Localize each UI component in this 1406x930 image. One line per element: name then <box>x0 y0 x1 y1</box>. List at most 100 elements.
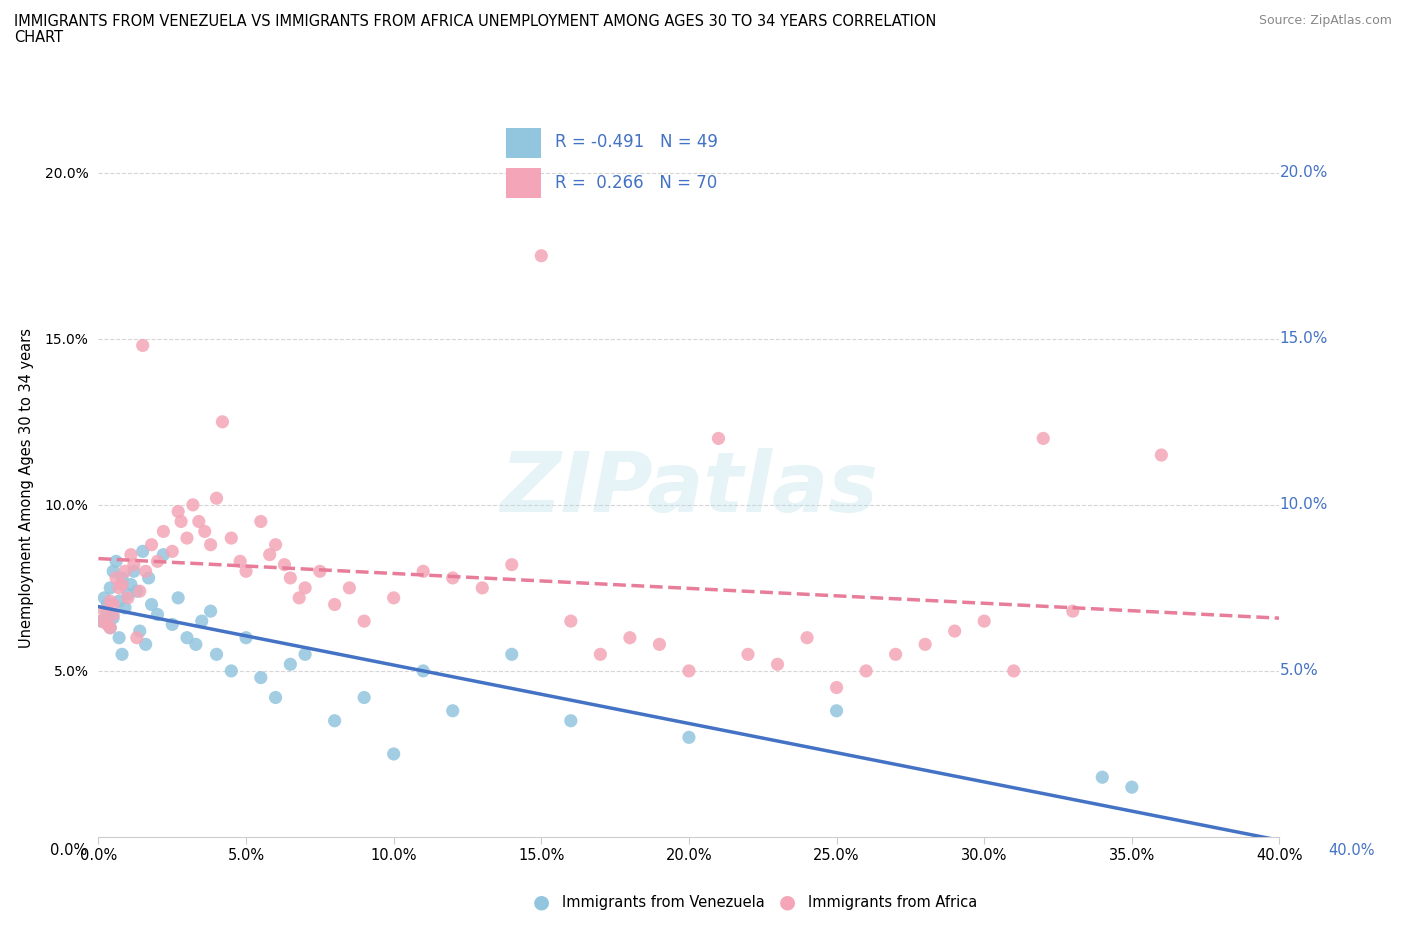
Point <box>114 564 136 578</box>
Point <box>93 591 115 605</box>
Point <box>259 547 281 562</box>
Point <box>619 631 641 645</box>
Point <box>122 564 145 578</box>
Text: 15.0%: 15.0% <box>1279 331 1327 346</box>
Point <box>884 647 907 662</box>
Point <box>96 617 118 631</box>
Text: 25.0%: 25.0% <box>813 848 860 863</box>
Point <box>141 538 163 552</box>
Point <box>111 647 134 662</box>
Point <box>412 564 434 578</box>
Y-axis label: Unemployment Among Ages 30 to 34 years: Unemployment Among Ages 30 to 34 years <box>18 328 34 648</box>
Point <box>132 338 155 352</box>
Point <box>825 703 848 718</box>
Point <box>337 580 360 595</box>
Point <box>323 597 346 612</box>
Text: 5.0%: 5.0% <box>1279 663 1319 678</box>
Point <box>273 557 295 572</box>
Point <box>181 498 204 512</box>
Point <box>162 544 183 559</box>
Point <box>108 631 131 645</box>
Point <box>103 610 125 625</box>
Point <box>441 570 464 585</box>
Text: 15.0%: 15.0% <box>519 848 564 863</box>
Point <box>707 431 730 445</box>
Point <box>309 564 332 578</box>
Point <box>382 591 405 605</box>
Text: Immigrants from Venezuela: Immigrants from Venezuela <box>562 895 765 910</box>
Text: ●: ● <box>533 893 550 911</box>
Point <box>294 580 316 595</box>
Point <box>135 637 157 652</box>
Text: R =  0.266   N = 70: R = 0.266 N = 70 <box>555 174 717 193</box>
Point <box>176 531 198 546</box>
Point <box>128 624 150 639</box>
Text: 30.0%: 30.0% <box>962 848 1007 863</box>
Point <box>205 647 228 662</box>
Point <box>211 415 233 430</box>
Point <box>152 547 174 562</box>
Point <box>146 607 169 622</box>
Point <box>235 631 257 645</box>
Point <box>152 524 174 538</box>
Text: 20.0%: 20.0% <box>1279 166 1327 180</box>
Point <box>294 647 316 662</box>
Point <box>96 604 118 618</box>
Point <box>138 570 160 585</box>
Point <box>278 657 302 671</box>
Point <box>560 713 582 728</box>
Text: 40.0%: 40.0% <box>1256 848 1303 863</box>
Point <box>353 614 375 629</box>
Point <box>678 663 700 678</box>
Point <box>200 604 222 618</box>
Point <box>98 580 121 595</box>
Point <box>382 747 405 762</box>
Point <box>288 591 311 605</box>
Point <box>855 663 877 678</box>
Point <box>250 671 273 685</box>
Text: Immigrants from Africa: Immigrants from Africa <box>808 895 977 910</box>
Point <box>678 730 700 745</box>
Point <box>1002 663 1025 678</box>
Point <box>219 531 242 546</box>
Point <box>90 614 112 629</box>
Point <box>914 637 936 652</box>
Point <box>825 680 848 695</box>
Point <box>471 580 494 595</box>
Point <box>943 624 966 639</box>
Point <box>441 703 464 718</box>
Point <box>135 564 157 578</box>
FancyBboxPatch shape <box>506 128 541 158</box>
Point <box>412 663 434 678</box>
Point <box>648 637 671 652</box>
Point <box>229 554 252 569</box>
Point <box>737 647 759 662</box>
Point <box>194 524 217 538</box>
Point <box>132 544 155 559</box>
Point <box>162 617 183 631</box>
Point <box>187 514 209 529</box>
Text: ZIPatlas: ZIPatlas <box>501 447 877 529</box>
Point <box>98 620 121 635</box>
Text: 40.0%: 40.0% <box>1329 844 1375 858</box>
FancyBboxPatch shape <box>506 168 541 198</box>
Point <box>103 564 125 578</box>
Point <box>1091 770 1114 785</box>
Point <box>278 570 302 585</box>
Point <box>1121 779 1143 794</box>
Point <box>205 491 228 506</box>
Point <box>105 554 128 569</box>
Point <box>167 591 190 605</box>
Point <box>766 657 789 671</box>
Point <box>1032 431 1054 445</box>
Point <box>114 601 136 616</box>
Text: R = -0.491   N = 49: R = -0.491 N = 49 <box>555 133 718 152</box>
Point <box>184 637 207 652</box>
Point <box>108 593 131 608</box>
Point <box>530 248 553 263</box>
Point <box>264 690 287 705</box>
Point <box>120 547 142 562</box>
Point <box>103 607 125 622</box>
Text: 0.0%: 0.0% <box>80 848 117 863</box>
Point <box>501 647 523 662</box>
